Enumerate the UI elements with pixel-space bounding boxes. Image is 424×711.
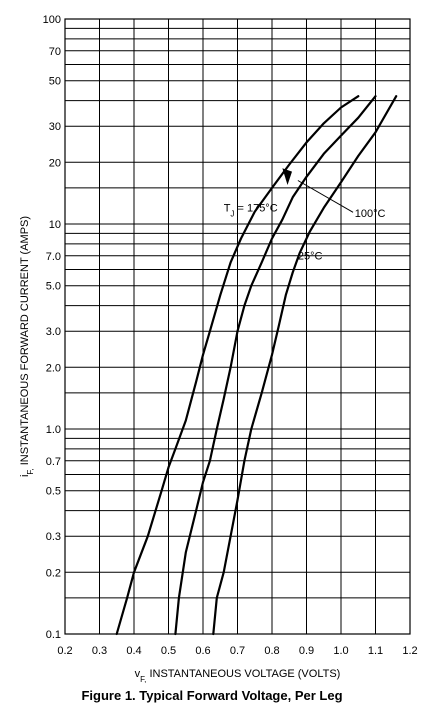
x-tick-label: 0.5 <box>161 645 176 657</box>
x-tick-label: 0.2 <box>57 645 72 657</box>
plot-frame <box>64 18 411 635</box>
y-tick-label: 0.5 <box>46 486 61 498</box>
y-tick-label: 100 <box>43 14 61 26</box>
x-tick-label: 0.7 <box>230 645 245 657</box>
leader-line-100c <box>297 180 354 213</box>
y-tick-label: 1.0 <box>46 424 61 436</box>
y-tick-label: 0.1 <box>46 629 61 641</box>
y-tick-label: 10 <box>49 219 61 231</box>
y-tick-label: 2.0 <box>46 362 61 374</box>
series-label-25c: 25°C <box>298 251 323 263</box>
x-tick-label: 0.6 <box>195 645 210 657</box>
y-tick-label: 0.2 <box>46 567 61 579</box>
y-tick-label: 70 <box>49 46 61 58</box>
y-axis-label: iF, INSTANTANEOUS FORWARD CURRENT (AMPS) <box>19 216 35 477</box>
leader-arrow-100c <box>282 168 293 185</box>
series-line-2 <box>212 95 398 636</box>
y-tick-label: 5.0 <box>46 281 61 293</box>
y-tick-label: 0.3 <box>46 531 61 543</box>
y-tick-label: 0.7 <box>46 456 61 468</box>
series-label-175c: TJ = 175°C <box>224 203 278 219</box>
series-label-100c: 100°C <box>355 208 386 220</box>
x-tick-label: 1.0 <box>333 645 348 657</box>
x-tick-label: 1.1 <box>368 645 383 657</box>
y-tick-label: 50 <box>49 76 61 88</box>
x-tick-label: 0.8 <box>264 645 279 657</box>
x-tick-label: 1.2 <box>402 645 417 657</box>
x-tick-label: 0.3 <box>92 645 107 657</box>
y-tick-label: 3.0 <box>46 326 61 338</box>
figure-caption: Figure 1. Typical Forward Voltage, Per L… <box>81 688 343 703</box>
x-axis-label: vF, INSTANTANEOUS VOLTAGE (VOLTS) <box>135 668 341 684</box>
y-tick-label: 30 <box>49 121 61 133</box>
y-tick-label: 20 <box>49 157 61 169</box>
series-line-0 <box>115 95 360 636</box>
x-tick-label: 0.4 <box>126 645 141 657</box>
series-line-1 <box>174 95 377 636</box>
y-tick-label: 7.0 <box>46 251 61 263</box>
x-tick-label: 0.9 <box>299 645 314 657</box>
